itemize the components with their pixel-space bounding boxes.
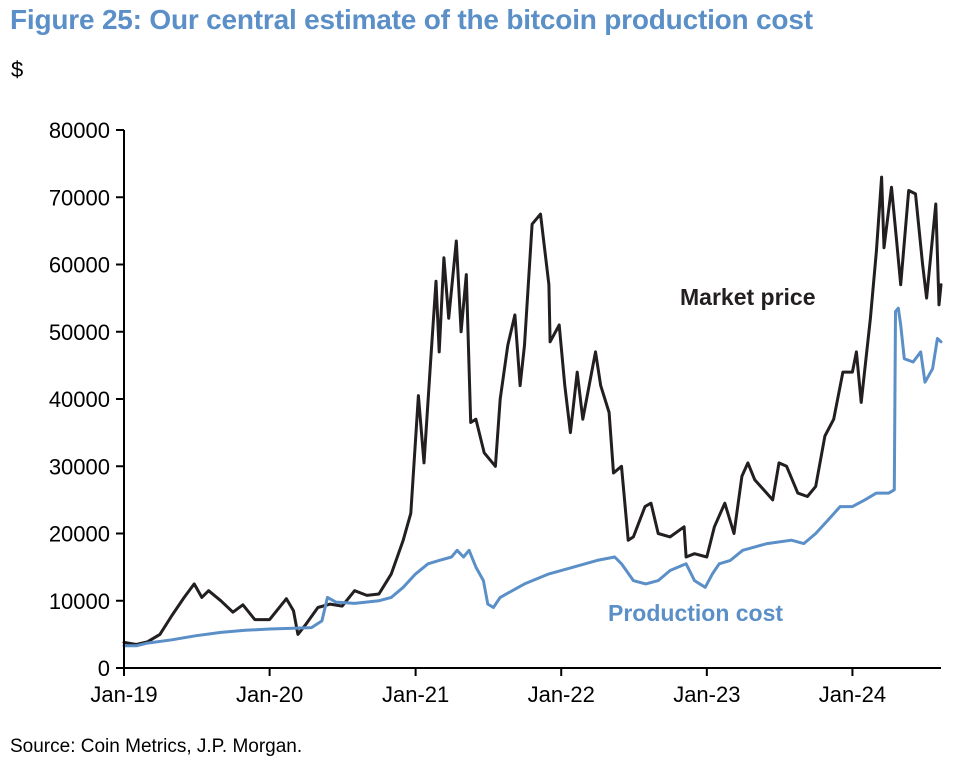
source-note: Source: Coin Metrics, J.P. Morgan. (10, 736, 303, 757)
x-tick-label: Jan-23 (673, 682, 740, 707)
y-tick-label: 40000 (49, 387, 110, 412)
production-cost-label: Production cost (608, 600, 783, 626)
x-tick-label: Jan-24 (819, 682, 886, 707)
market-price-line (122, 175, 943, 646)
production-cost-line (122, 306, 943, 648)
x-tick-label: Jan-20 (236, 682, 303, 707)
y-tick-label: 80000 (49, 118, 110, 143)
market-price-label: Market price (680, 284, 816, 310)
x-tick-label: Jan-22 (528, 682, 595, 707)
y-tick-label: 0 (98, 656, 110, 681)
y-tick-label: 30000 (49, 454, 110, 479)
x-tick-label: Jan-21 (382, 682, 449, 707)
y-tick-label: 20000 (49, 522, 110, 547)
y-tick-label: 10000 (49, 589, 110, 614)
y-axis-ticks: 0 10000 20000 30000 40000 50000 60000 70000 8000… (49, 118, 124, 681)
x-tick-label: Jan-19 (90, 682, 157, 707)
chart-title: Figure 25: Our central estimate of the b… (10, 4, 813, 35)
y-tick-label: 60000 (49, 253, 110, 278)
x-axis-ticks: Jan-19 Jan-20 Jan-21 Jan-22 Jan-23 Jan-24 (90, 668, 886, 707)
y-axis-unit: $ (11, 57, 24, 82)
y-tick-label: 50000 (49, 320, 110, 345)
chart-series (122, 175, 943, 648)
y-tick-label: 70000 (49, 185, 110, 210)
